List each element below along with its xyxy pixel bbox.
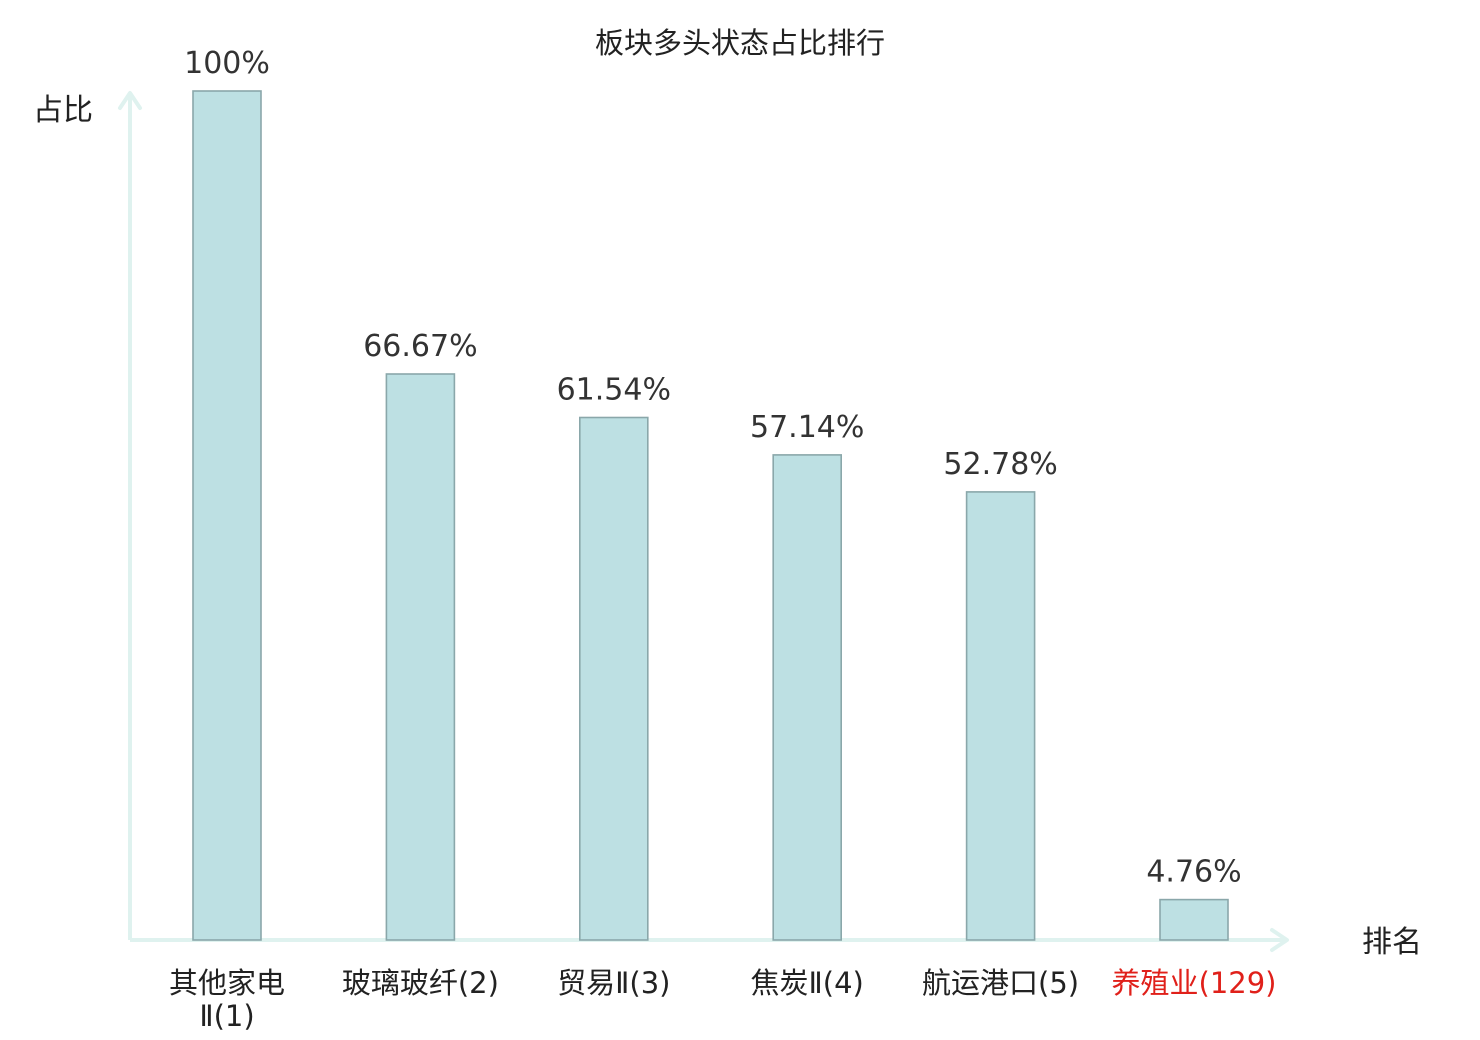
bar: [772, 454, 843, 941]
bar-value-label: 52.78%: [943, 447, 1057, 482]
x-axis-arrow-icon: [1270, 928, 1289, 952]
bar: [578, 416, 649, 941]
category-tick-label: 焦炭Ⅱ(4): [751, 966, 864, 1000]
bar: [192, 90, 262, 941]
category-tick-label: 其他家电: [169, 966, 285, 1000]
category-tick-label: Ⅱ(1): [199, 999, 254, 1033]
bar: [385, 373, 456, 941]
bar: [965, 491, 1036, 941]
y-axis-label: 占比: [33, 93, 93, 128]
axes: [118, 91, 1289, 952]
bar-value-label: 100%: [184, 46, 270, 81]
bar: [1159, 898, 1229, 941]
value-labels: 100% 66.67% 61.54% 57.14% 52.78% 4.76%: [184, 46, 1242, 890]
bar-value-label: 57.14%: [750, 410, 864, 445]
y-axis-arrow-icon: [118, 91, 142, 110]
chart-title: 板块多头状态占比排行: [595, 26, 885, 60]
bar-value-label: 4.76%: [1146, 855, 1241, 890]
category-tick-label: 航运港口(5): [922, 966, 1079, 1000]
bar-value-label: 61.54%: [557, 373, 671, 408]
bar-value-label: 66.67%: [363, 329, 477, 364]
bars: [192, 90, 1229, 941]
category-tick-label: 玻璃玻纤(2): [342, 966, 499, 1000]
x-axis-label: 排名: [1362, 925, 1422, 960]
category-tick-label: 养殖业(129): [1112, 966, 1277, 1000]
category-tick-label: 贸易Ⅱ(3): [557, 966, 670, 1000]
